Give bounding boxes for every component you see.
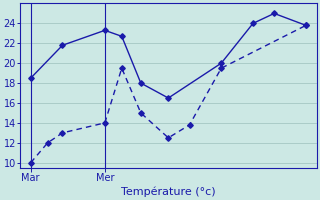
X-axis label: Température (°c): Température (°c) (121, 186, 216, 197)
